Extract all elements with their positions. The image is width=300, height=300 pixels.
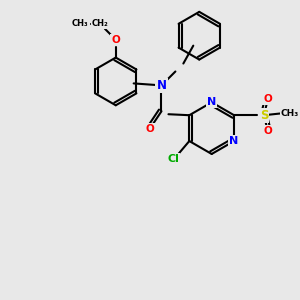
Text: CH₂: CH₂: [92, 19, 108, 28]
Text: N: N: [157, 79, 166, 92]
Text: CH₃: CH₃: [280, 109, 299, 118]
Text: O: O: [145, 124, 154, 134]
Text: N: N: [207, 97, 216, 107]
Text: Cl: Cl: [167, 154, 179, 164]
Text: O: O: [263, 94, 272, 104]
Text: CH₃: CH₃: [72, 19, 88, 28]
Text: N: N: [230, 136, 239, 146]
Text: S: S: [260, 109, 268, 122]
Text: O: O: [111, 35, 120, 45]
Text: O: O: [263, 126, 272, 136]
